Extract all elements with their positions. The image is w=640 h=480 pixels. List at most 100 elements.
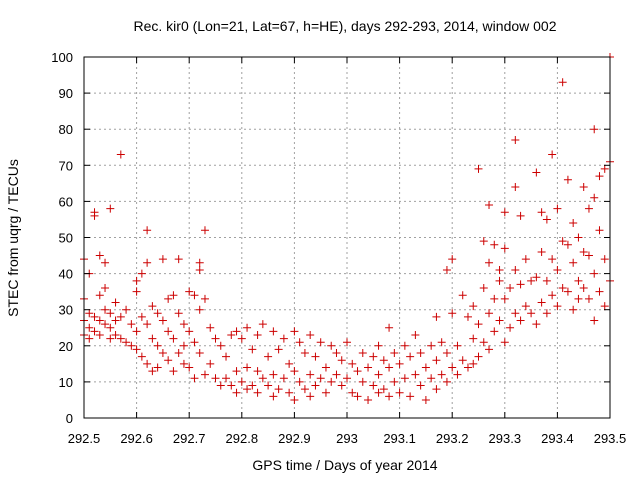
x-tick-label: 292.9 [278, 431, 311, 446]
data-point [595, 172, 604, 181]
data-point [190, 374, 199, 383]
data-point [506, 323, 515, 332]
data-point [248, 381, 257, 390]
y-tick-labels: 0 10 20 30 40 50 60 70 80 90 100 [51, 50, 73, 426]
data-point [411, 330, 420, 339]
data-point [306, 392, 315, 401]
data-point [327, 377, 336, 386]
data-point [463, 363, 472, 372]
data-point [311, 352, 320, 361]
data-point [158, 316, 167, 325]
data-point [421, 395, 430, 404]
data-point [590, 316, 599, 325]
data-point [285, 359, 294, 368]
grid [84, 57, 610, 418]
data-point [127, 320, 136, 329]
data-point [148, 302, 157, 311]
data-point [437, 370, 446, 379]
data-point [574, 233, 583, 242]
data-point [563, 240, 572, 249]
data-point [106, 204, 115, 213]
data-point [548, 255, 557, 264]
data-point [290, 367, 299, 376]
data-point [137, 269, 146, 278]
data-point [269, 392, 278, 401]
data-point [216, 341, 225, 350]
y-tick-label: 30 [59, 303, 73, 318]
data-point [442, 349, 451, 358]
data-point [290, 395, 299, 404]
data-point [106, 323, 115, 332]
data-point [179, 320, 188, 329]
data-point [379, 356, 388, 365]
data-point [101, 284, 110, 293]
data-point [395, 359, 404, 368]
data-point [500, 294, 509, 303]
data-point [569, 219, 578, 228]
data-point [427, 341, 436, 350]
data-point [164, 327, 173, 336]
data-point [316, 338, 325, 347]
data-point [474, 164, 483, 173]
data-point [558, 237, 567, 246]
data-point [174, 349, 183, 358]
data-point [490, 240, 499, 249]
data-point [579, 247, 588, 256]
data-point [337, 356, 346, 365]
data-point [490, 294, 499, 303]
data-point [590, 193, 599, 202]
data-point [95, 251, 104, 260]
data-point [95, 330, 104, 339]
data-point [537, 208, 546, 217]
data-point [279, 334, 288, 343]
data-point [600, 302, 609, 311]
data-point [385, 363, 394, 372]
data-point [127, 341, 136, 350]
data-point [158, 349, 167, 358]
data-point [600, 164, 609, 173]
data-point [311, 381, 320, 390]
data-point [469, 334, 478, 343]
data-point [579, 182, 588, 191]
data-point [190, 338, 199, 347]
data-point [537, 298, 546, 307]
data-point [153, 363, 162, 372]
data-point [511, 265, 520, 274]
data-point [216, 381, 225, 390]
data-point [169, 334, 178, 343]
y-tick-label: 50 [59, 231, 73, 246]
data-point [442, 265, 451, 274]
data-point [485, 258, 494, 267]
data-point [495, 265, 504, 274]
data-point [148, 334, 157, 343]
data-point [442, 377, 451, 386]
data-point [548, 291, 557, 300]
data-point [416, 349, 425, 358]
data-point [101, 320, 110, 329]
data-point [432, 385, 441, 394]
data-point [164, 294, 173, 303]
x-tick-label: 293.1 [383, 431, 416, 446]
data-point [542, 309, 551, 318]
x-tick-label: 293.4 [541, 431, 574, 446]
data-point [511, 309, 520, 318]
data-point [495, 276, 504, 285]
data-point [416, 381, 425, 390]
data-point [243, 363, 252, 372]
data-point [327, 341, 336, 350]
data-point [353, 392, 362, 401]
data-point [395, 388, 404, 397]
data-point [306, 330, 315, 339]
data-point [369, 381, 378, 390]
data-point [153, 341, 162, 350]
data-point [542, 215, 551, 224]
data-point [206, 323, 215, 332]
data-point [463, 312, 472, 321]
x-tick-label: 293.5 [594, 431, 627, 446]
data-point [479, 284, 488, 293]
data-point [527, 276, 536, 285]
data-point [295, 377, 304, 386]
data-point [400, 374, 409, 383]
data-point [137, 312, 146, 321]
